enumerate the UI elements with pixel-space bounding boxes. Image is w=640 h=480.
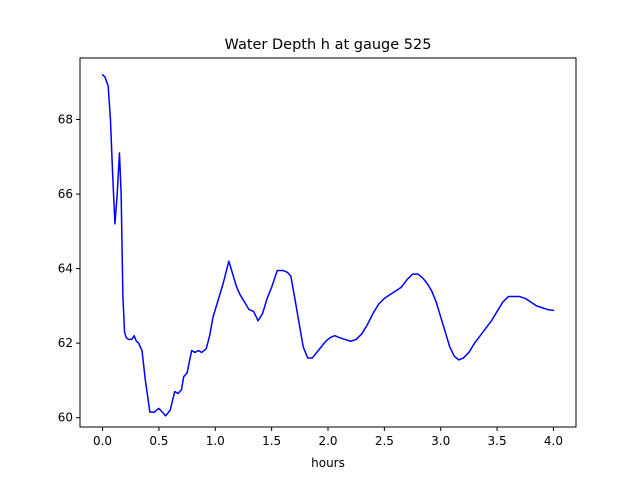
y-axis-ticks: 60 62 64 66 68 — [58, 113, 80, 425]
y-tick-label: 66 — [58, 187, 73, 201]
series-line-0 — [101, 74, 555, 417]
x-tick-label: 1.0 — [206, 434, 225, 448]
series-layer — [101, 74, 555, 417]
x-tick-label: 3.5 — [488, 434, 507, 448]
chart-title: Water Depth h at gauge 525 — [225, 37, 432, 53]
x-tick-label: 2.0 — [318, 434, 337, 448]
y-tick-label: 62 — [58, 336, 73, 350]
x-tick-label: 1.5 — [262, 434, 281, 448]
x-axis-ticks: 0.0 0.5 1.0 1.5 2.0 2.5 3.0 3.5 4.0 — [93, 427, 563, 448]
y-tick-label: 64 — [58, 262, 73, 276]
y-tick-label: 60 — [58, 411, 73, 425]
x-tick-label: 0.0 — [93, 434, 112, 448]
x-tick-label: 4.0 — [544, 434, 563, 448]
y-tick-label: 68 — [58, 113, 73, 127]
x-tick-label: 2.5 — [375, 434, 394, 448]
x-axis-label: hours — [311, 456, 345, 470]
x-tick-label: 0.5 — [149, 434, 168, 448]
plot-area — [80, 58, 576, 427]
x-tick-label: 3.0 — [431, 434, 450, 448]
